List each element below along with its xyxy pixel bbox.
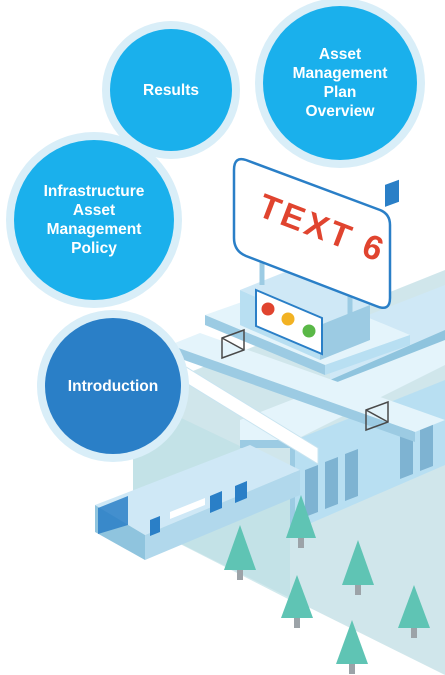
policy-label: Infrastructure Asset Management Policy xyxy=(43,183,145,257)
asset-management-plan-overview-bubble[interactable]: Asset Management Plan Overview xyxy=(263,6,417,160)
introduction-label: Introduction xyxy=(67,377,159,395)
introduction-bubble[interactable]: Introduction xyxy=(45,318,181,454)
overview-label: Asset Management Plan Overview xyxy=(292,46,388,120)
train-icon xyxy=(95,445,300,560)
billboard xyxy=(232,157,392,325)
traffic-light-icon xyxy=(255,288,323,356)
tree-icon xyxy=(342,540,374,595)
platform-canopy xyxy=(170,333,445,465)
results-label: Results xyxy=(143,81,199,99)
infrastructure-asset-management-policy-bubble[interactable]: Infrastructure Asset Management Policy xyxy=(14,140,174,300)
tree-icon xyxy=(336,620,368,674)
results-bubble[interactable]: Results xyxy=(110,29,232,151)
tree-icon xyxy=(281,575,313,628)
tree-icon xyxy=(286,495,316,548)
tree-icon xyxy=(398,585,430,638)
tree-icon xyxy=(224,525,256,580)
